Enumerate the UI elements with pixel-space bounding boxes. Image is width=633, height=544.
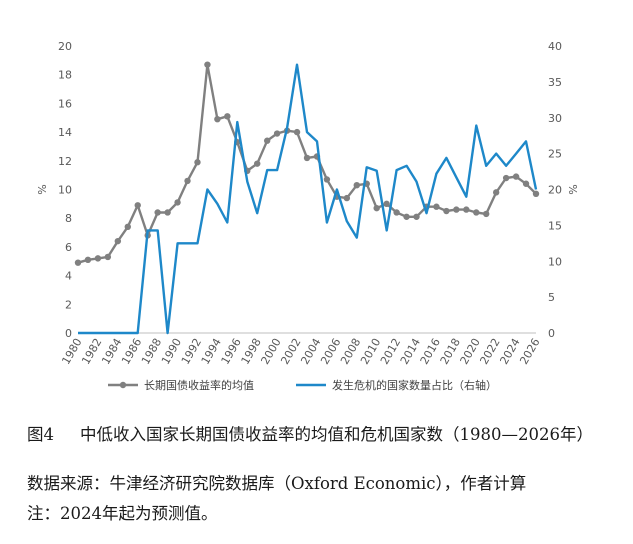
yield-data-point — [343, 194, 351, 202]
yield-data-point — [293, 128, 301, 136]
yield-data-point — [84, 256, 92, 264]
yield-data-point — [164, 209, 171, 216]
y-left-tick-label: 6 — [65, 241, 72, 254]
x-tick-label: 2026 — [517, 336, 542, 367]
y-right-tick-label: 0 — [548, 327, 555, 340]
yield-data-point — [373, 204, 380, 212]
legend-label: 发生危机的国家数量占比（右轴） — [332, 378, 497, 392]
yield-data-point — [273, 130, 281, 137]
y-left-tick-label: 18 — [58, 69, 72, 82]
yield-data-point — [154, 209, 161, 216]
y-right-tick-label: 35 — [548, 76, 562, 89]
y-right-tick-label: 25 — [548, 148, 562, 161]
yield-data-point — [323, 176, 331, 183]
yield-data-point — [512, 173, 520, 180]
yield-data-point — [353, 181, 360, 189]
yield-data-point — [114, 237, 122, 245]
yield-data-point — [522, 180, 530, 187]
figure-title: 中低收入国家长期国债收益率的均值和危机国家数（1980—2026年） — [80, 425, 593, 444]
yield-data-point — [124, 223, 131, 231]
data-source-note: 数据来源：牛津经济研究院数据库（Oxford Economic），作者计算 — [27, 474, 527, 493]
y-right-tick-label: 20 — [548, 184, 562, 197]
y-right-tick-label: 30 — [548, 112, 562, 125]
yield-data-point — [383, 200, 390, 208]
yield-data-point — [104, 253, 112, 261]
y-left-tick-label: 20 — [58, 40, 72, 53]
yield-data-point — [492, 189, 500, 196]
y-left-tick-label: 12 — [58, 155, 72, 168]
y-left-tick-label: 4 — [65, 270, 72, 283]
forecast-note: 注：2024年起为预测值。 — [27, 504, 218, 523]
y-left-tick-label: 16 — [58, 97, 72, 110]
yield-data-point — [94, 255, 102, 262]
yield-data-point — [303, 154, 311, 162]
yield-data-point — [184, 177, 191, 185]
legend-marker — [119, 381, 127, 389]
yield-data-point — [443, 207, 450, 215]
chart-area: 0 2 4 6 8 10 12 14 16 18 20 0 5 10 15 20 25 30 35 40%% 1980 1… — [36, 40, 580, 392]
yield-data-point — [393, 209, 400, 216]
y-left-tick-label: 14 — [58, 126, 72, 139]
y-right-tick-label: 40 — [548, 40, 562, 53]
y-left-tick-label: 10 — [58, 184, 72, 197]
yield-data-point — [473, 209, 480, 216]
yield-data-point — [134, 202, 141, 209]
y-left-tick-label: 0 — [65, 327, 72, 340]
y-left-tick-label: 2 — [65, 298, 72, 311]
yield-data-point — [502, 174, 510, 182]
y-right-axis-label: % — [567, 184, 580, 194]
figure-number: 图4 — [27, 425, 54, 444]
yield-data-point — [532, 190, 540, 198]
y-left-tick-label: 8 — [65, 212, 72, 225]
yield-data-point — [254, 160, 261, 167]
yield-data-point — [433, 203, 440, 210]
yield-data-point — [413, 213, 420, 220]
yield-data-point — [453, 206, 460, 213]
yield-data-point — [483, 210, 490, 218]
y-right-tick-label: 15 — [548, 219, 562, 232]
yield-data-point — [224, 113, 231, 120]
yield-data-point — [194, 159, 201, 166]
y-left-axis-label: % — [36, 184, 49, 194]
yield-data-point — [463, 206, 470, 213]
yield-data-point — [204, 61, 211, 68]
yield-data-point — [74, 259, 82, 266]
crisis-share-series-line — [78, 63, 538, 335]
yield-data-point — [174, 199, 181, 206]
yield-data-point — [403, 213, 410, 220]
legend-label: 长期国债收益率的均值 — [144, 378, 254, 392]
yield-data-point — [214, 115, 221, 123]
y-right-tick-label: 5 — [548, 291, 555, 304]
y-right-tick-label: 10 — [548, 255, 562, 268]
figure-caption: 图4 中低收入国家长期国债收益率的均值和危机国家数（1980—2026年） — [27, 424, 623, 446]
yield-data-point — [263, 137, 271, 144]
